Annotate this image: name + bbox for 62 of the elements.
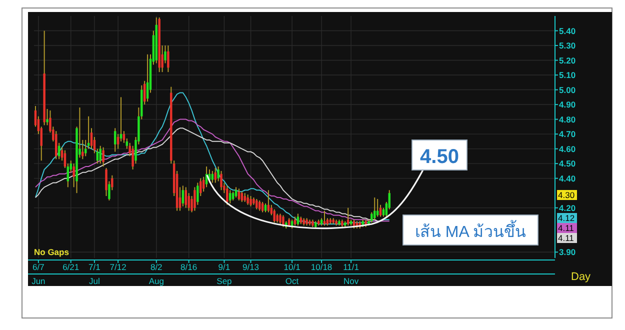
candlestick <box>279 213 282 225</box>
text: 4.11 <box>558 233 574 243</box>
text: Day <box>571 271 592 283</box>
y-tick-label: 4.50 <box>559 158 576 169</box>
candlestick <box>258 200 261 212</box>
candlestick <box>282 214 284 228</box>
candlestick <box>220 170 222 191</box>
candlestick <box>238 188 240 201</box>
text: เส้น MA ม้วนขึ้น <box>414 220 526 241</box>
candlestick <box>256 198 258 210</box>
y-tick-label: 5.20 <box>559 55 576 66</box>
candlestick <box>102 146 104 168</box>
x-tick-label: 8/16 <box>180 262 198 272</box>
text: 4.50 <box>420 146 459 168</box>
candlestick <box>72 163 75 188</box>
candlestick <box>273 208 276 224</box>
text: 4.30 <box>558 190 575 200</box>
x-tick-label: 7/1 Jul <box>88 262 101 286</box>
y-tick-label: 4.40 <box>559 173 576 184</box>
y-tick-label: 5.10 <box>559 70 576 80</box>
x-tick-label: 8/2 Aug <box>148 262 164 286</box>
candlestick <box>226 185 228 206</box>
x-tick-label: 9/13 <box>242 262 260 272</box>
candlestick <box>194 186 196 212</box>
candlestick <box>167 45 170 73</box>
line-series <box>34 92 390 225</box>
candlestick <box>184 186 187 208</box>
annotation: No Gaps <box>34 247 70 257</box>
x-tick-label: 10/18 <box>310 262 332 272</box>
y-tick-label: 3.90 <box>559 247 576 258</box>
candlestick <box>105 167 108 197</box>
x-tick-label: 7/12 <box>110 262 127 272</box>
text: 4.12 <box>558 213 575 223</box>
x-tick-label: 6/21 <box>62 262 80 272</box>
x-tick-label: 10/1 Oct <box>284 262 301 286</box>
y-tick-label: 5.00 <box>559 84 576 95</box>
y-tick-label: 4.20 <box>559 202 576 213</box>
candlestick <box>296 213 300 226</box>
y-tick-label: 5.30 <box>559 40 576 51</box>
y-tick-label: 4.80 <box>559 114 576 124</box>
y-tick-label: 4.60 <box>559 144 576 154</box>
y-tick-label: 4.90 <box>559 100 576 110</box>
text: 4.11 <box>558 223 574 233</box>
x-tick-label: 9/1 Sep <box>216 262 232 286</box>
candlestick <box>246 194 249 206</box>
candlestick <box>229 190 232 204</box>
candlestick <box>346 207 350 226</box>
candlestick <box>99 145 102 164</box>
candlestick <box>261 201 264 213</box>
candlestick <box>114 128 116 152</box>
candlestick <box>240 191 244 202</box>
candlestick <box>214 167 216 184</box>
candlestick <box>250 196 252 207</box>
x-tick-label: 6/7 Jun <box>32 262 46 286</box>
candlestick <box>267 190 270 213</box>
candlestick <box>182 185 184 207</box>
candlestick <box>211 170 214 184</box>
y-tick-label: 5.40 <box>559 26 576 36</box>
candlestick <box>234 186 238 198</box>
candlestick <box>323 210 326 226</box>
y-tick-label: 4.70 <box>559 129 576 140</box>
x-tick-label: 11/1 Nov <box>343 262 360 286</box>
